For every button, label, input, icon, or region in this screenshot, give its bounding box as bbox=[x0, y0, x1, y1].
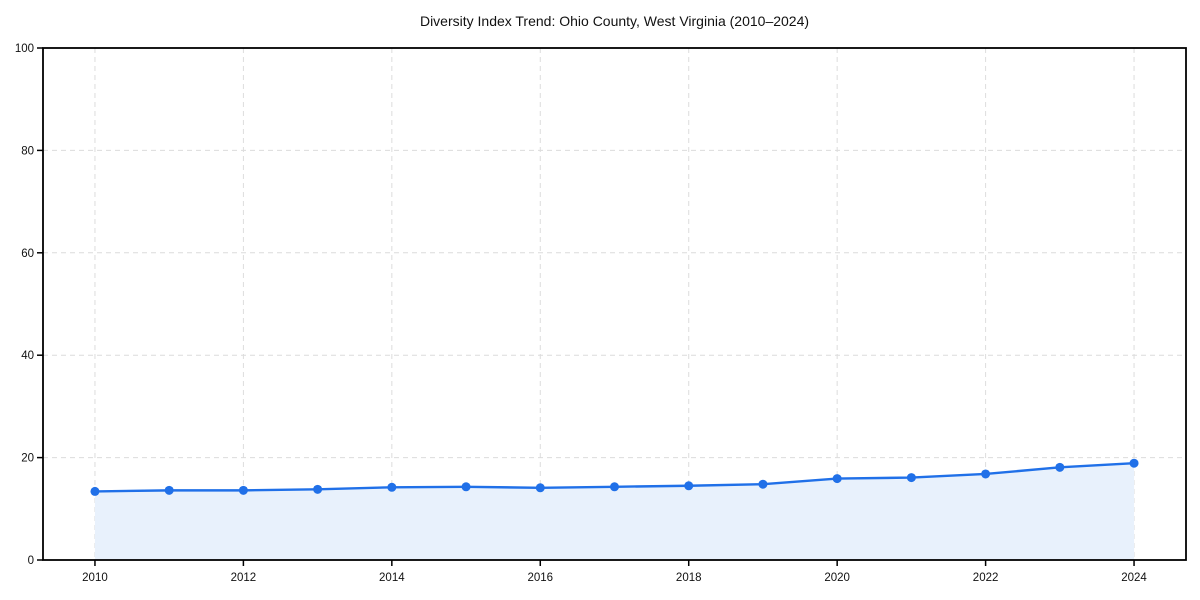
y-tick-label: 80 bbox=[21, 145, 34, 157]
x-tick-label: 2022 bbox=[973, 572, 999, 584]
data-points bbox=[90, 458, 1139, 496]
data-point bbox=[758, 479, 768, 489]
x-tick-label: 2010 bbox=[82, 572, 108, 584]
y-tick-label: 0 bbox=[28, 555, 34, 567]
data-point bbox=[684, 481, 694, 491]
x-tick-label: 2012 bbox=[231, 572, 257, 584]
x-tick-label: 2018 bbox=[676, 572, 702, 584]
plot-border bbox=[42, 47, 1187, 561]
tick-marks bbox=[37, 47, 1135, 566]
data-point bbox=[461, 482, 471, 492]
data-point bbox=[610, 482, 619, 492]
data-point bbox=[313, 484, 323, 494]
data-point bbox=[906, 473, 916, 483]
data-point bbox=[238, 485, 248, 495]
data-point bbox=[1129, 458, 1139, 468]
x-tick-label: 2020 bbox=[824, 572, 850, 584]
data-point bbox=[387, 482, 397, 492]
x-tick-label: 2014 bbox=[379, 572, 405, 584]
data-point bbox=[832, 474, 842, 484]
y-tick-label: 100 bbox=[15, 43, 34, 55]
data-point bbox=[164, 485, 174, 495]
x-tick-label: 2024 bbox=[1121, 572, 1147, 584]
y-tick-label: 20 bbox=[21, 453, 34, 465]
tick-labels: 2010 2012 2014 2016 2018 2020 2022 2024 0 20 40 60 8… bbox=[15, 43, 1148, 584]
y-tick-label: 60 bbox=[21, 248, 34, 260]
data-point bbox=[1055, 462, 1065, 472]
y-tick-label: 40 bbox=[21, 350, 34, 362]
x-tick-label: 2016 bbox=[527, 572, 553, 584]
chart-title: Diversity Index Trend: Ohio County, West… bbox=[419, 13, 810, 29]
area-fill bbox=[94, 463, 1135, 560]
data-point bbox=[90, 486, 100, 496]
data-point bbox=[535, 483, 545, 493]
data-point bbox=[981, 469, 991, 479]
